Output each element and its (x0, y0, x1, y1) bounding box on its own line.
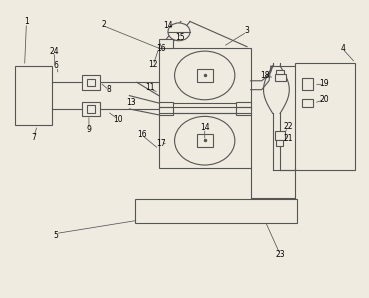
Text: 16: 16 (156, 44, 165, 53)
Text: 14: 14 (163, 21, 173, 30)
Text: 4: 4 (340, 44, 345, 53)
Bar (295, 63, 355, 170)
Circle shape (175, 51, 235, 100)
Bar (236, 102, 251, 109)
Text: 2: 2 (101, 20, 106, 29)
Text: 13: 13 (127, 98, 136, 107)
Bar (159, 48, 251, 103)
Text: 7: 7 (31, 133, 36, 142)
Bar (197, 69, 213, 82)
Bar (137, 201, 295, 222)
Bar (302, 78, 313, 90)
Text: 22: 22 (283, 122, 293, 131)
Text: 6: 6 (54, 61, 58, 70)
Bar (276, 70, 284, 74)
Bar (275, 131, 285, 140)
Text: 5: 5 (54, 231, 58, 240)
Bar (82, 75, 100, 90)
Text: 23: 23 (275, 250, 285, 259)
Bar (275, 74, 286, 81)
Bar (159, 114, 251, 168)
Text: 21: 21 (283, 134, 293, 143)
Bar (82, 102, 100, 117)
Text: 10: 10 (114, 115, 123, 124)
Circle shape (168, 23, 190, 41)
Bar (87, 105, 95, 113)
Bar (159, 108, 173, 115)
Text: 1: 1 (24, 17, 29, 26)
Bar (197, 134, 213, 147)
Text: 15: 15 (175, 33, 185, 42)
Bar (276, 139, 283, 146)
Text: 14: 14 (200, 123, 210, 132)
Text: 20: 20 (320, 95, 329, 104)
Text: 12: 12 (148, 60, 158, 69)
Text: 9: 9 (86, 125, 92, 134)
Bar (135, 199, 297, 223)
Bar (15, 66, 52, 125)
Bar (236, 108, 251, 115)
Text: 18: 18 (260, 71, 269, 80)
Circle shape (175, 117, 235, 165)
Text: 11: 11 (145, 83, 154, 92)
Bar (159, 39, 173, 48)
Text: 8: 8 (107, 85, 111, 94)
Text: 17: 17 (156, 139, 165, 148)
Bar (87, 79, 95, 86)
Text: 3: 3 (245, 26, 249, 35)
Text: 16: 16 (137, 130, 147, 139)
Bar (302, 99, 313, 108)
Bar (159, 102, 173, 109)
Text: 19: 19 (320, 79, 329, 88)
Text: 24: 24 (49, 46, 59, 56)
